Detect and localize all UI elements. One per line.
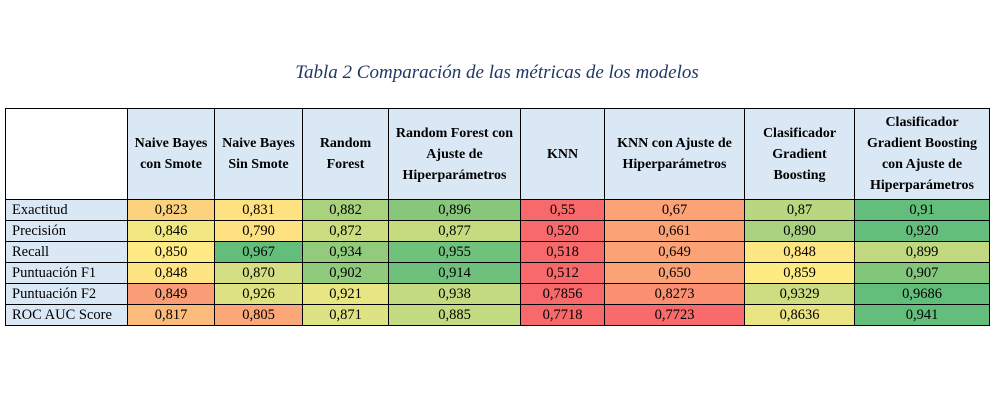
- row-label: ROC AUC Score: [5, 304, 128, 326]
- metric-cell: 0,848: [744, 241, 855, 263]
- metric-cell: 0,790: [214, 220, 303, 242]
- metric-cell: 0,921: [302, 283, 389, 305]
- metric-cell: 0,649: [604, 241, 745, 263]
- metric-cell: 0,9686: [854, 283, 990, 305]
- metric-cell: 0,518: [520, 241, 605, 263]
- header-row: Naive Bayes con Smote Naive Bayes Sin Sm…: [5, 108, 990, 200]
- metric-cell: 0,920: [854, 220, 990, 242]
- metric-cell: 0,890: [744, 220, 855, 242]
- metric-cell: 0,882: [302, 199, 389, 221]
- column-header: Naive Bayes Sin Smote: [214, 108, 303, 200]
- metric-cell: 0,849: [127, 283, 215, 305]
- table-row: Exactitud 0,823 0,831 0,882 0,896 0,55 0,67 0,8…: [5, 199, 990, 221]
- metric-cell: 0,831: [214, 199, 303, 221]
- metric-cell: 0,877: [388, 220, 521, 242]
- column-header: Random Forest con Ajuste de Hiperparámet…: [388, 108, 521, 200]
- metric-cell: 0,520: [520, 220, 605, 242]
- column-header: Clasificador Gradient Boosting con Ajust…: [854, 108, 990, 200]
- metric-cell: 0,914: [388, 262, 521, 284]
- row-label: Precisión: [5, 220, 128, 242]
- table-row: Puntuación F1 0,848 0,870 0,902 0,914 0,512 0,…: [5, 262, 990, 284]
- metric-cell: 0,885: [388, 304, 521, 326]
- metric-cell: 0,941: [854, 304, 990, 326]
- metric-cell: 0,926: [214, 283, 303, 305]
- metric-cell: 0,955: [388, 241, 521, 263]
- column-header: Random Forest: [302, 108, 389, 200]
- metric-cell: 0,871: [302, 304, 389, 326]
- metric-cell: 0,902: [302, 262, 389, 284]
- corner-cell: [5, 108, 128, 200]
- metric-cell: 0,907: [854, 262, 990, 284]
- metric-cell: 0,817: [127, 304, 215, 326]
- table-row: Precisión 0,846 0,790 0,872 0,877 0,520 0,661 0…: [5, 220, 990, 242]
- metric-cell: 0,899: [854, 241, 990, 263]
- table-caption: Tabla 2 Comparación de las métricas de l…: [295, 62, 699, 83]
- column-header: Clasificador Gradient Boosting: [744, 108, 855, 200]
- column-header: KNN con Ajuste de Hiperparámetros: [604, 108, 745, 200]
- row-label: Exactitud: [5, 199, 128, 221]
- metric-cell: 0,846: [127, 220, 215, 242]
- metric-cell: 0,9329: [744, 283, 855, 305]
- table-row: Puntuación F2 0,849 0,926 0,921 0,938 0,7856 0…: [5, 283, 990, 305]
- metric-cell: 0,512: [520, 262, 605, 284]
- metric-cell: 0,870: [214, 262, 303, 284]
- metric-cell: 0,896: [388, 199, 521, 221]
- metric-cell: 0,91: [854, 199, 990, 221]
- metric-cell: 0,848: [127, 262, 215, 284]
- metrics-table: Naive Bayes con Smote Naive Bayes Sin Sm…: [5, 108, 990, 326]
- metric-cell: 0,938: [388, 283, 521, 305]
- metric-cell: 0,967: [214, 241, 303, 263]
- metric-cell: 0,7723: [604, 304, 745, 326]
- metric-cell: 0,823: [127, 199, 215, 221]
- row-label: Recall: [5, 241, 128, 263]
- metric-cell: 0,934: [302, 241, 389, 263]
- column-header: KNN: [520, 108, 605, 200]
- metric-cell: 0,805: [214, 304, 303, 326]
- metric-cell: 0,872: [302, 220, 389, 242]
- table-row: ROC AUC Score 0,817 0,805 0,871 0,885 0,7718 0…: [5, 304, 990, 326]
- row-label: Puntuación F1: [5, 262, 128, 284]
- table-row: Recall 0,850 0,967 0,934 0,955 0,518 0,649 0,84…: [5, 241, 990, 263]
- metric-cell: 0,8273: [604, 283, 745, 305]
- row-label: Puntuación F2: [5, 283, 128, 305]
- column-header: Naive Bayes con Smote: [127, 108, 215, 200]
- metric-cell: 0,8636: [744, 304, 855, 326]
- metric-cell: 0,87: [744, 199, 855, 221]
- metric-cell: 0,7856: [520, 283, 605, 305]
- metric-cell: 0,661: [604, 220, 745, 242]
- metric-cell: 0,67: [604, 199, 745, 221]
- metric-cell: 0,7718: [520, 304, 605, 326]
- metric-cell: 0,650: [604, 262, 745, 284]
- table-body: Exactitud 0,823 0,831 0,882 0,896 0,55 0,67 0,8…: [5, 199, 990, 326]
- metric-cell: 0,850: [127, 241, 215, 263]
- metric-cell: 0,55: [520, 199, 605, 221]
- metric-cell: 0,859: [744, 262, 855, 284]
